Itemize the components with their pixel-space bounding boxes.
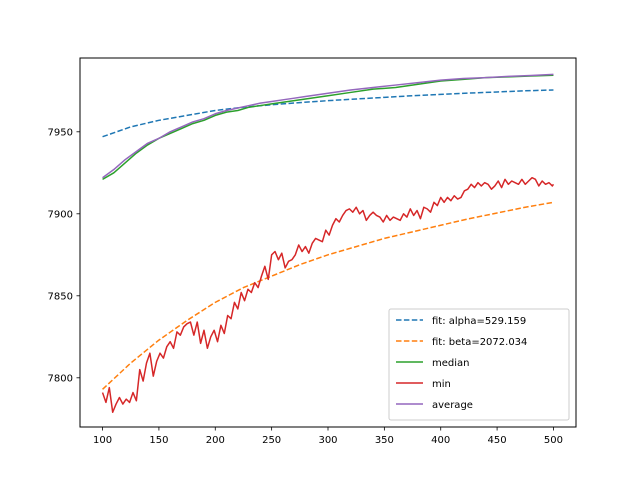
- x-tick-label: 500: [544, 435, 563, 446]
- x-tick-label: 450: [488, 435, 507, 446]
- x-tick-label: 300: [318, 435, 337, 446]
- x-tick-label: 250: [262, 435, 281, 446]
- x-tick-label: 350: [375, 435, 394, 446]
- y-tick-label: 7900: [48, 209, 73, 220]
- x-axis: 100 150 200 250 300 350 400 450 500: [93, 427, 563, 446]
- series-line-3: [101, 176, 555, 413]
- legend-label-3: min: [432, 379, 451, 390]
- legend-label-1: fit: beta=2072.034: [432, 337, 527, 348]
- legend-label-2: median: [432, 358, 470, 369]
- y-tick-label: 7850: [48, 291, 73, 302]
- series-line-4: [102, 73, 554, 179]
- y-tick-label: 7950: [48, 127, 73, 138]
- y-axis: 7800 7850 7900 7950: [48, 127, 80, 384]
- x-tick-label: 200: [206, 435, 225, 446]
- x-tick-label: 150: [149, 435, 168, 446]
- series-line-1: [102, 201, 554, 390]
- legend-frame: [388, 308, 570, 421]
- legend: fit: alpha=529.159 fit: beta=2072.034 medi…: [388, 308, 570, 421]
- x-tick-label: 100: [93, 435, 112, 446]
- legend-label-4: average: [432, 400, 473, 411]
- x-tick-label: 400: [431, 435, 450, 446]
- series-layer: [101, 73, 555, 413]
- y-tick-label: 7800: [48, 373, 73, 384]
- series-line-0: [102, 89, 554, 138]
- legend-label-0: fit: alpha=529.159: [432, 316, 526, 327]
